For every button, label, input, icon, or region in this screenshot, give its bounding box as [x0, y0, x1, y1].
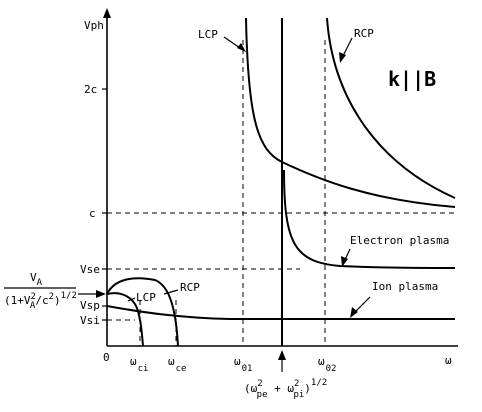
label-lcp-top: LCP [198, 28, 218, 41]
tick-label-omega-02: ω02 [318, 355, 336, 374]
lcp-top-arrowhead [237, 43, 246, 52]
label-rcp-low: RCP [180, 281, 200, 294]
tick-label-vsi: Vsi [80, 314, 100, 327]
electron-plasma-curve [283, 169, 456, 269]
tick-label-vse: Vse [80, 263, 100, 276]
tick-label-zero: 0 [103, 351, 110, 364]
alfven-numerator: VA [30, 271, 43, 288]
tick-label-omega-ci: ωci [130, 355, 148, 374]
electron-plasma-arrowhead [341, 256, 348, 267]
ion-plasma-arrowhead [350, 307, 358, 318]
tick-label-vsp: Vsp [80, 299, 100, 312]
alfven-denominator: (1+V2 A/c2)1/2 [4, 291, 77, 311]
lcp-high-branch [245, 17, 456, 208]
label-lcp-low: LCP [136, 291, 156, 304]
alfven-arrowhead [96, 290, 106, 298]
plasma-frequency-arrowhead [278, 350, 286, 360]
label-rcp-top: RCP [354, 27, 374, 40]
label-ion-plasma: Ion plasma [372, 280, 438, 293]
tick-label-omega-ce: ωce [168, 355, 186, 374]
rcp-low-pointer [163, 289, 179, 295]
y-axis-label: Vph [84, 19, 104, 32]
tick-label-omega-01: ω01 [234, 355, 252, 374]
plasma-frequency-expression: (ω2 pe + ω2 pi)1/2 [244, 378, 327, 400]
rcp-high-branch [326, 17, 456, 199]
lcp-low-branch [106, 292, 144, 347]
tick-label-c: c [89, 207, 96, 220]
rcp-top-arrowhead [339, 52, 346, 63]
tick-label-2c: 2c [84, 83, 97, 96]
label-electron-plasma: Electron plasma [350, 234, 449, 247]
x-axis-label: ω [445, 354, 452, 367]
ion-plasma-curve [106, 305, 455, 320]
lcp-low-pointer [127, 297, 136, 302]
rcp-low-branch [106, 277, 179, 347]
title: k||B [388, 67, 436, 91]
y-axis-arrowhead [103, 8, 111, 18]
